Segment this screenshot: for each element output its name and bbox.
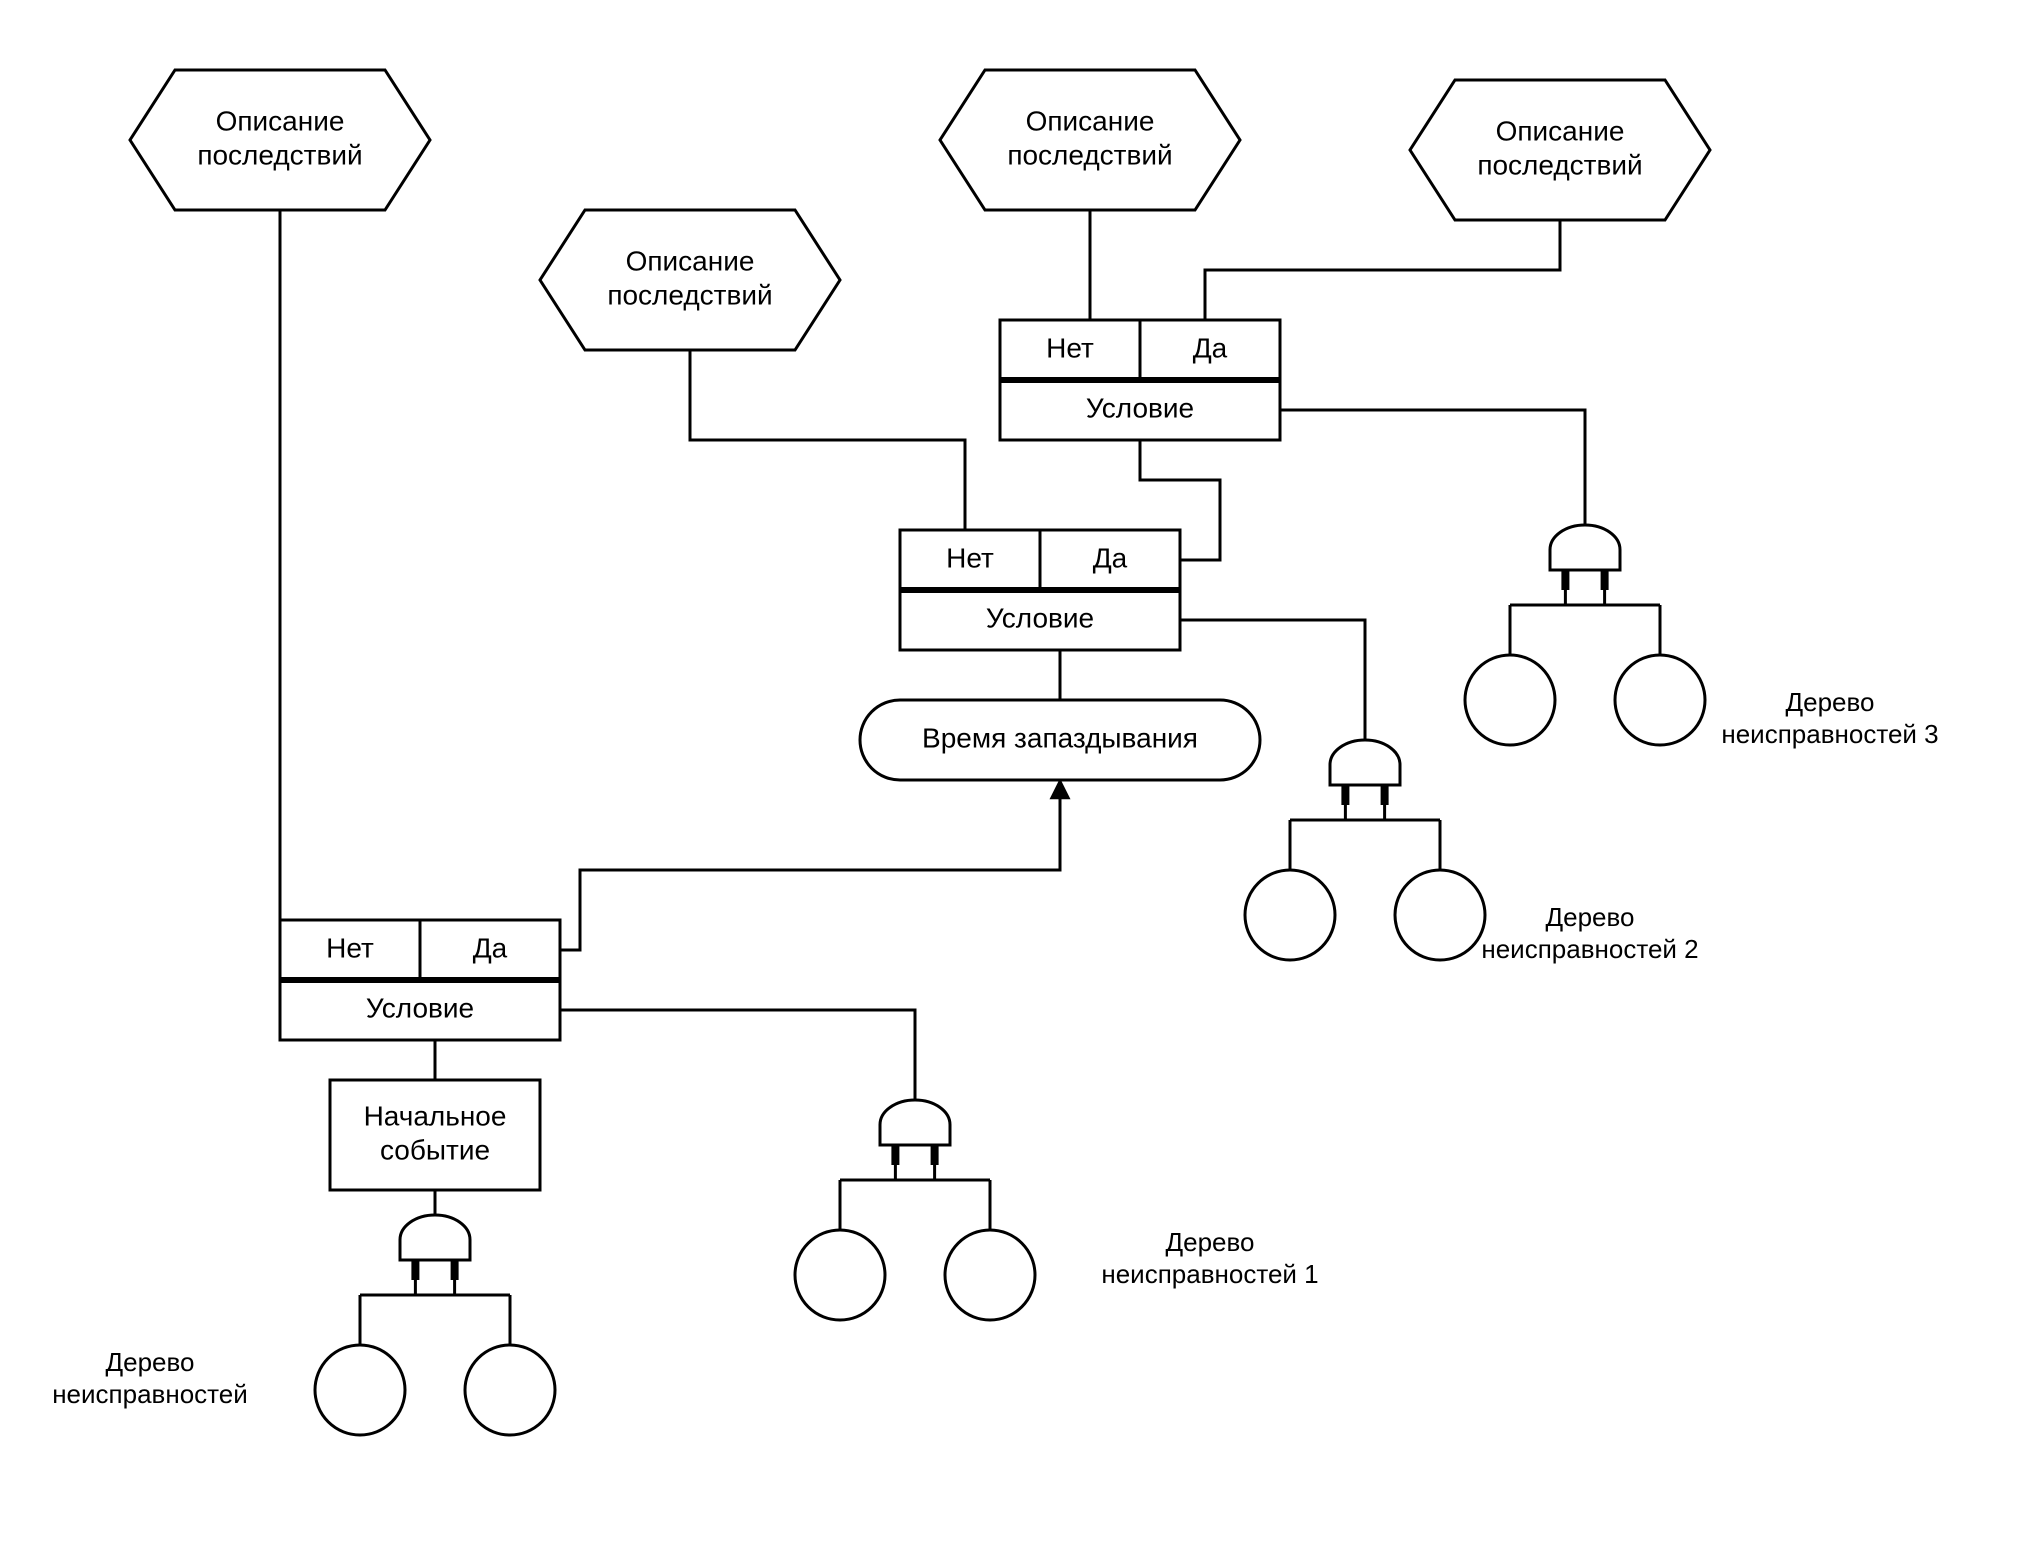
svg-text:Условие: Условие: [1086, 392, 1194, 423]
basic-event-circle: [1615, 655, 1705, 745]
svg-text:последствий: последствий: [1007, 139, 1172, 170]
svg-text:неисправностей 1: неисправностей 1: [1101, 1259, 1318, 1289]
svg-text:Время запаздывания: Время запаздывания: [922, 722, 1198, 753]
svg-text:Начальное: Начальное: [364, 1100, 507, 1131]
svg-text:Условие: Условие: [366, 992, 474, 1023]
and-gate-icon: [1550, 525, 1620, 570]
conditions-layer: Нет Да Условие Нет Да Условие Нет Да Условие: [280, 320, 1280, 1040]
svg-text:Описание: Описание: [1496, 115, 1625, 146]
svg-text:Нет: Нет: [946, 542, 994, 573]
hexagons-layer: ОписаниепоследствийОписаниепоследствийОп…: [130, 70, 1710, 350]
svg-text:Описание: Описание: [626, 245, 755, 276]
svg-text:Описание: Описание: [216, 105, 345, 136]
svg-text:неисправностей: неисправностей: [52, 1379, 248, 1409]
svg-text:Описание: Описание: [1026, 105, 1155, 136]
basic-event-circle: [315, 1345, 405, 1435]
svg-text:неисправностей 3: неисправностей 3: [1721, 719, 1938, 749]
svg-text:Условие: Условие: [986, 602, 1094, 633]
svg-text:Дерево: Дерево: [1786, 687, 1875, 717]
svg-text:Да: Да: [1193, 332, 1228, 363]
svg-text:Дерево: Дерево: [1546, 902, 1635, 932]
edge: [1205, 220, 1560, 320]
basic-event-circle: [1245, 870, 1335, 960]
svg-text:последствий: последствий: [1477, 149, 1642, 180]
svg-text:последствий: последствий: [607, 279, 772, 310]
svg-text:Дерево: Дерево: [106, 1347, 195, 1377]
svg-text:Нет: Нет: [326, 932, 374, 963]
svg-text:Да: Да: [1093, 542, 1128, 573]
basic-event-circle: [795, 1230, 885, 1320]
svg-text:последствий: последствий: [197, 139, 362, 170]
svg-text:Нет: Нет: [1046, 332, 1094, 363]
basic-event-circle: [945, 1230, 1035, 1320]
basic-event-circle: [1395, 870, 1485, 960]
basic-event-circle: [1465, 655, 1555, 745]
edge: [485, 780, 1060, 950]
svg-text:неисправностей 2: неисправностей 2: [1481, 934, 1698, 964]
and-gate-icon: [1330, 740, 1400, 785]
and-gate-icon: [400, 1215, 470, 1260]
svg-text:Да: Да: [473, 932, 508, 963]
edge: [690, 350, 965, 530]
basic-event-circle: [465, 1345, 555, 1435]
svg-text:Дерево: Дерево: [1166, 1227, 1255, 1257]
svg-text:событие: событие: [380, 1134, 490, 1165]
and-gate-icon: [880, 1100, 950, 1145]
edge: [560, 1010, 915, 1100]
edge: [1280, 410, 1585, 525]
